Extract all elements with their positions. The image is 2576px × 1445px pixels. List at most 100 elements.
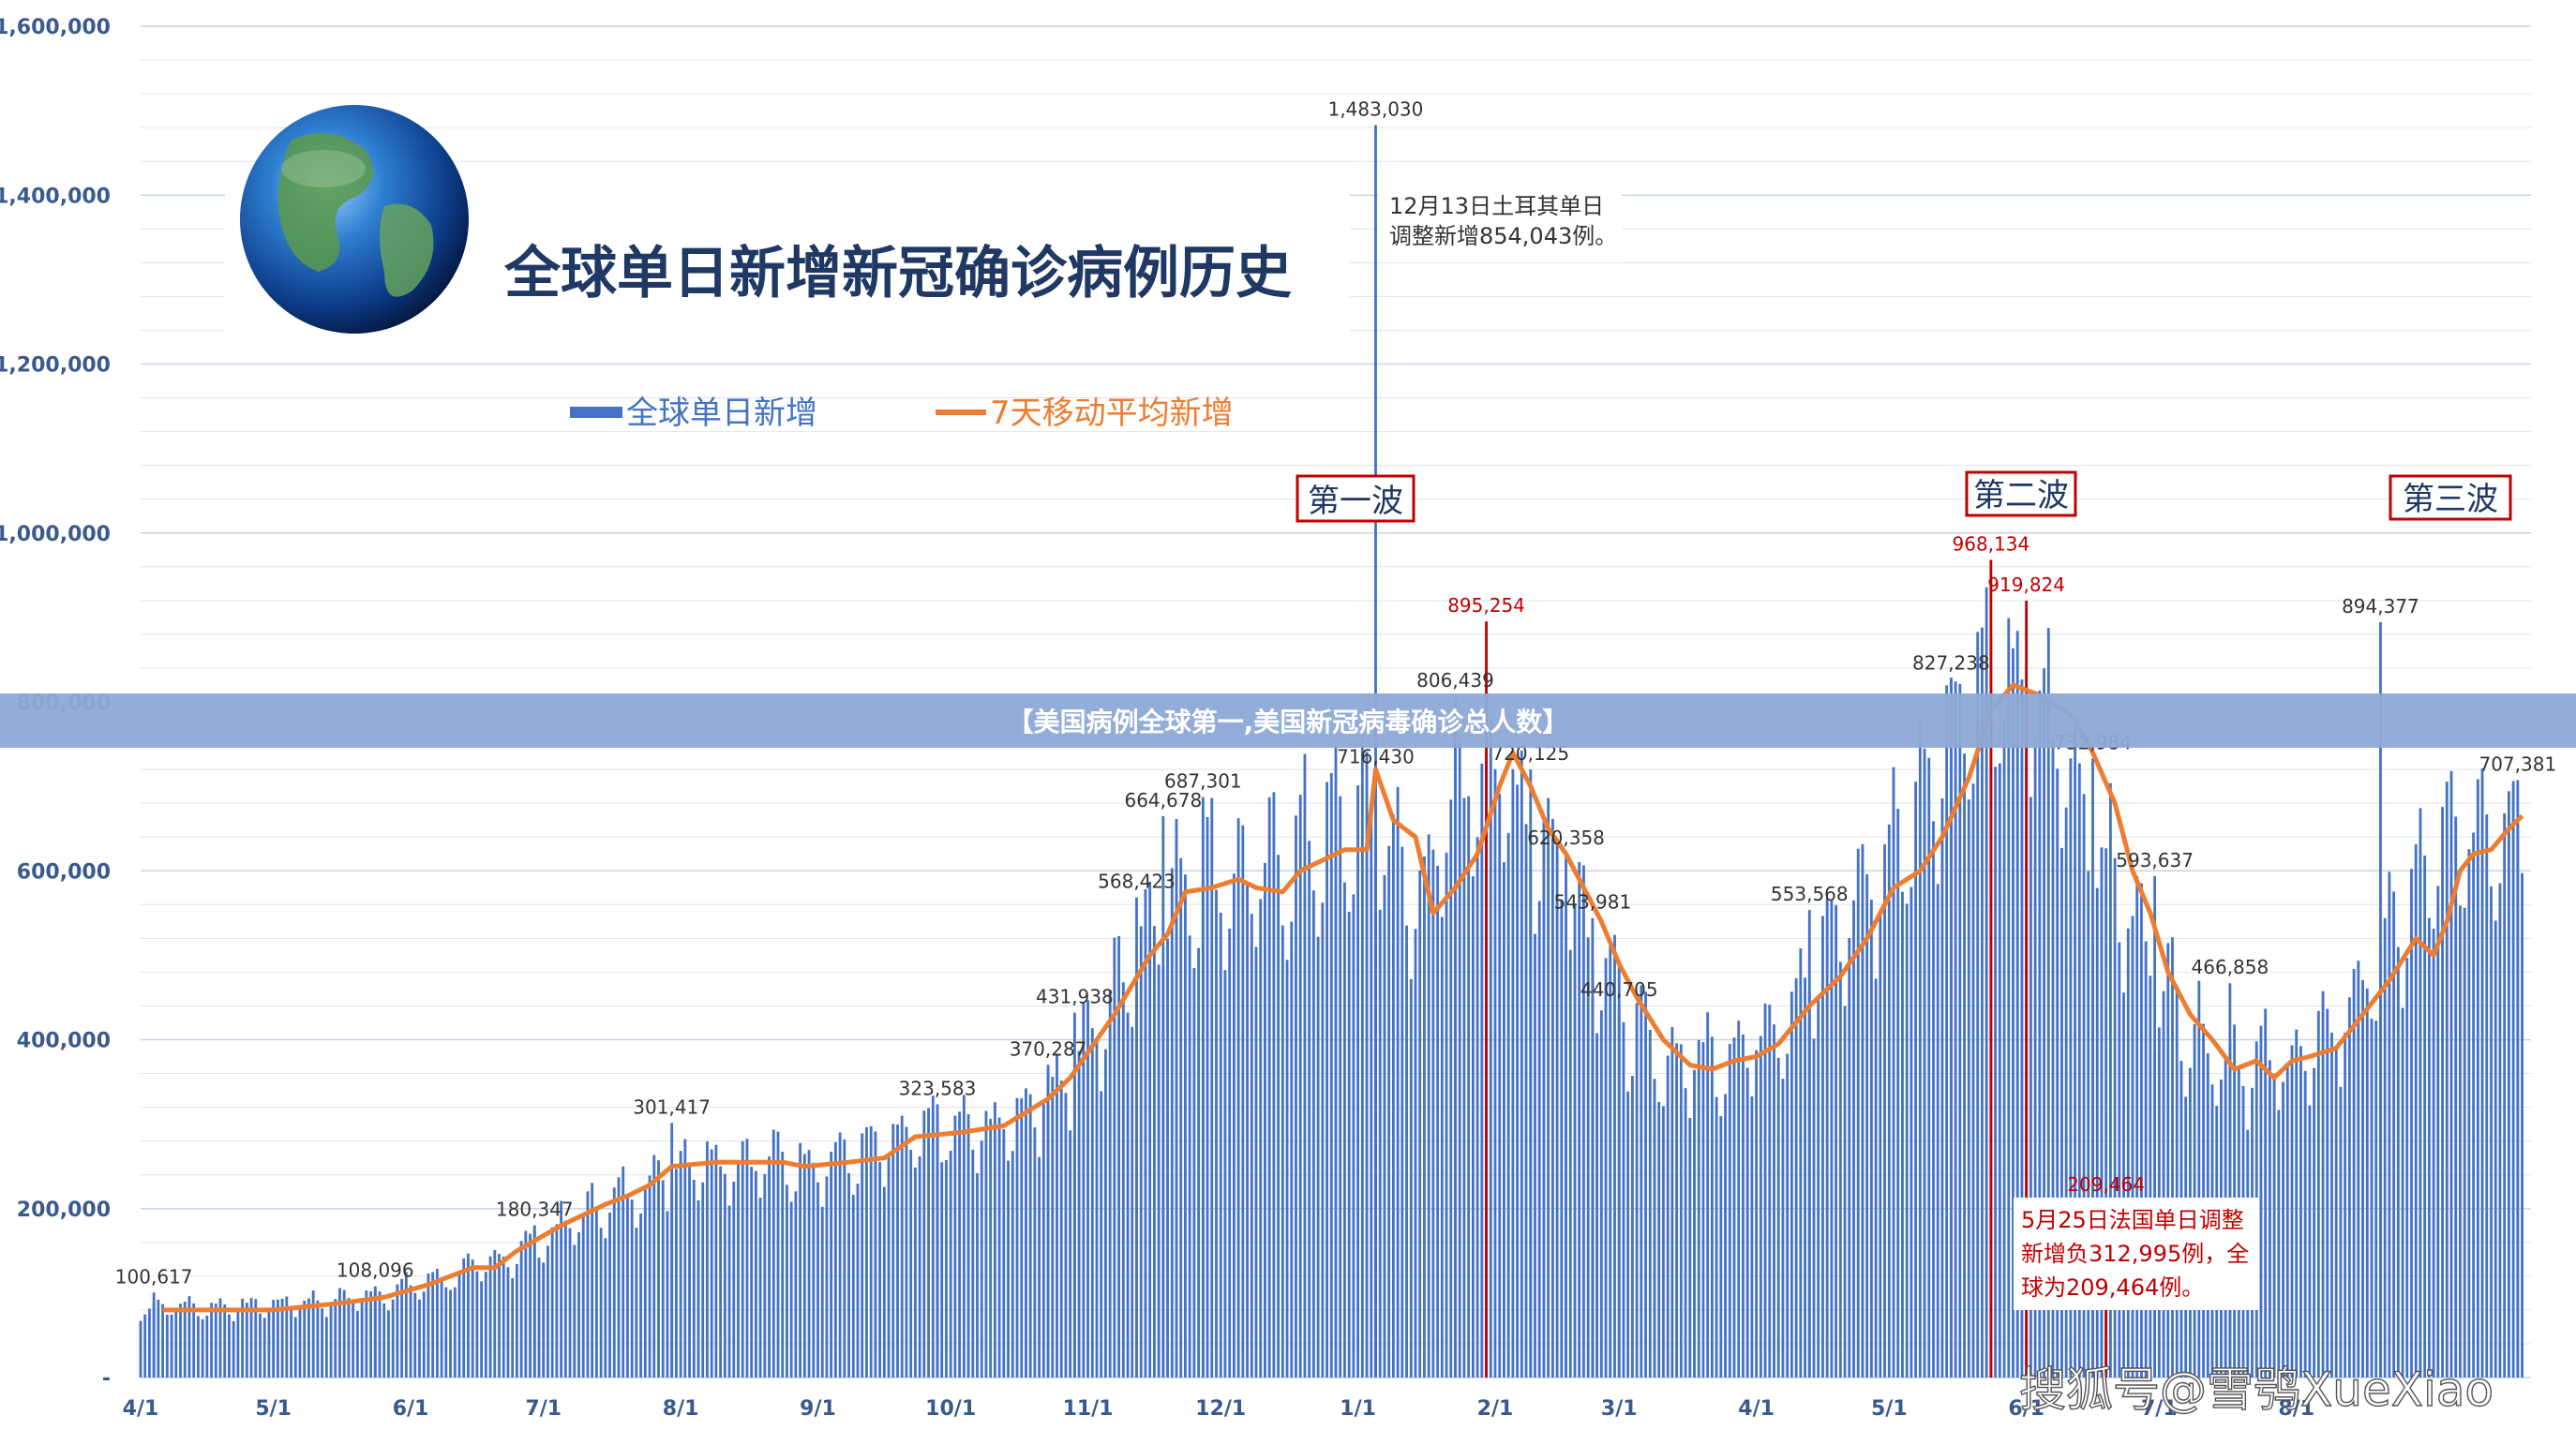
data-label: 895,254 [1447, 594, 1525, 617]
daily-bar [2064, 807, 2068, 1378]
daily-bar [210, 1303, 213, 1378]
daily-bar [1316, 936, 1320, 1378]
daily-bar [418, 1299, 421, 1378]
daily-bar [1817, 997, 1820, 1378]
daily-bar [1467, 796, 1471, 1378]
daily-bar [781, 1152, 785, 1378]
daily-bar [537, 1258, 541, 1378]
daily-bar [1121, 982, 1125, 1378]
daily-bar [174, 1311, 178, 1378]
daily-bar [2472, 832, 2476, 1378]
daily-bar [1267, 797, 1271, 1378]
daily-bar [262, 1318, 266, 1378]
daily-bar [179, 1303, 182, 1378]
daily-bar [1264, 862, 1266, 1378]
daily-bar [1838, 961, 1842, 1378]
daily-bar [701, 1182, 705, 1378]
daily-bar [1710, 1036, 1714, 1378]
daily-bar [1524, 824, 1528, 1378]
daily-bar [1932, 821, 1935, 1378]
daily-bar [511, 1277, 515, 1378]
daily-bar [683, 1139, 687, 1378]
daily-bar [861, 1133, 864, 1378]
daily-bar [1719, 1116, 1723, 1378]
daily-bar [2476, 779, 2479, 1378]
daily-bar [2290, 1045, 2294, 1378]
daily-bar [1197, 947, 1201, 1378]
daily-bar [1356, 785, 1360, 1378]
peak-bar [373, 1286, 377, 1378]
data-labels: 100,617 108,096 180,347 301,417 323,583 370,2… [115, 97, 2556, 1288]
daily-bar [874, 1131, 877, 1378]
daily-bar [1520, 751, 1523, 1378]
daily-bar [1232, 873, 1236, 1378]
daily-bar [1506, 832, 1510, 1378]
daily-bar [1480, 763, 1484, 1378]
daily-bar [794, 1191, 798, 1378]
daily-bar [799, 1142, 802, 1378]
daily-bar [1706, 1012, 1710, 1378]
daily-bar [2423, 855, 2427, 1378]
daily-bar [737, 1162, 740, 1378]
daily-bar [1874, 978, 1878, 1378]
daily-bar [1918, 718, 1922, 1378]
daily-bar [157, 1299, 160, 1378]
daily-bar [1901, 891, 1904, 1378]
daily-bar [2060, 847, 2063, 1378]
daily-bar [732, 1182, 736, 1378]
daily-bar [1670, 1026, 1674, 1378]
daily-bar [2303, 1070, 2307, 1378]
daily-bar [2396, 946, 2400, 1378]
daily-bar [2347, 997, 2351, 1378]
daily-bar [2268, 1060, 2271, 1378]
daily-bar [1038, 1156, 1041, 1378]
daily-bar [1835, 904, 1838, 1378]
daily-bar [706, 1141, 709, 1378]
daily-bar [1599, 1010, 1603, 1378]
daily-bar [1215, 889, 1218, 1378]
daily-bar [1011, 1151, 1014, 1378]
daily-bar [413, 1292, 417, 1378]
daily-bar [2352, 969, 2356, 1378]
daily-bar [1856, 848, 1860, 1378]
daily-bar [1737, 1020, 1741, 1378]
daily-bar [1688, 1117, 1692, 1378]
daily-bar [710, 1149, 713, 1378]
daily-bar [2494, 920, 2497, 1378]
daily-bar [321, 1308, 324, 1378]
daily-bar [843, 1139, 846, 1378]
daily-bar [498, 1254, 501, 1378]
daily-bar [1126, 1012, 1130, 1378]
daily-bar [1113, 937, 1116, 1378]
data-label: 440,705 [1580, 978, 1658, 1001]
y-tick-label: 200,000 [17, 1199, 111, 1222]
annotation-france: 5月25日法国单日调整新增负312,995例，全球为209,464例。 [2014, 1198, 2259, 1310]
daily-bar [865, 1126, 868, 1378]
daily-bar [1223, 970, 1227, 1378]
daily-bar [254, 1299, 258, 1378]
peak-bar [2091, 758, 2094, 1378]
daily-bar [2171, 937, 2174, 1378]
daily-bar [1144, 888, 1147, 1378]
daily-bar [2197, 980, 2201, 1378]
daily-bar [519, 1241, 523, 1378]
daily-bar [1383, 874, 1386, 1378]
daily-bar [1848, 938, 1851, 1378]
daily-bar [891, 1124, 895, 1378]
daily-bar [1869, 900, 1873, 1378]
daily-bar [307, 1298, 310, 1378]
daily-bar [1277, 855, 1281, 1378]
daily-bar [1295, 815, 1297, 1378]
daily-bar [1427, 834, 1430, 1378]
daily-bar [2383, 917, 2387, 1378]
daily-bar [1117, 935, 1121, 1378]
peak-bar [2379, 621, 2382, 1378]
daily-bar [1745, 1067, 1749, 1378]
daily-bar [143, 1314, 147, 1378]
daily-bar [2118, 942, 2121, 1378]
daily-bar [506, 1267, 510, 1378]
daily-bar [1852, 900, 1855, 1378]
peak-bar [1072, 1012, 1076, 1378]
daily-bar [949, 1150, 952, 1378]
daily-bar [471, 1259, 474, 1378]
